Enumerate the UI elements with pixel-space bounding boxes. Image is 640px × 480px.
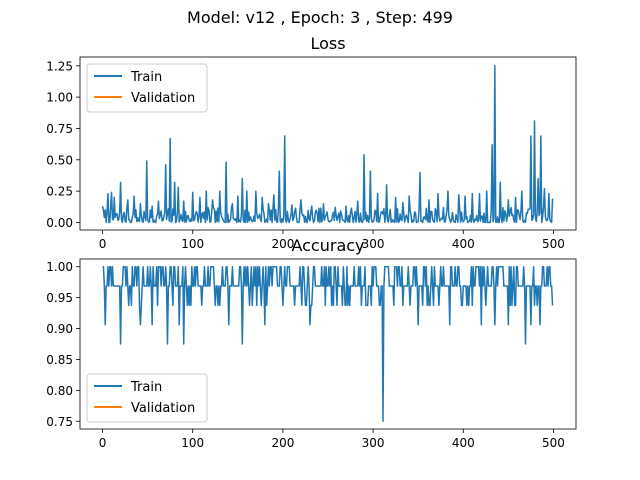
accuracy-x-tick-label: 0 <box>99 436 107 450</box>
accuracy-train-line <box>102 265 554 423</box>
accuracy-y-tick-label: 0.75 <box>46 415 73 429</box>
accuracy-axis-ticks: 0 100 200 300 400 500 0.75 0.80 0.85 0.90 0.95 1.00 <box>46 258 577 450</box>
loss-legend-validation-label: Validation <box>131 91 195 106</box>
loss-y-tick-label: 0.00 <box>46 216 73 230</box>
accuracy-plot-area <box>102 265 554 423</box>
loss-chart: Loss 0 100 200 300 400 500 0.00 0.25 0.50 0.75 1.0… <box>46 34 577 251</box>
accuracy-legend-validation-label: Validation <box>131 401 195 416</box>
loss-axes-frame <box>79 56 577 231</box>
accuracy-axes-frame <box>79 258 577 430</box>
loss-y-tick-label: 1.00 <box>46 91 73 105</box>
figure-suptitle: Model: v12 , Epoch: 3 , Step: 499 <box>187 8 453 27</box>
loss-x-tick-label: 400 <box>452 237 475 251</box>
loss-y-tick-label: 0.25 <box>46 185 73 199</box>
accuracy-chart: Accuracy 0 100 200 300 400 500 0.75 0.80 0.85 0.9… <box>46 236 577 450</box>
loss-x-tick-label: 200 <box>271 237 294 251</box>
accuracy-x-tick-label: 300 <box>362 436 385 450</box>
accuracy-y-tick-label: 0.80 <box>46 384 73 398</box>
loss-legend-train-label: Train <box>130 70 162 85</box>
accuracy-x-tick-label: 500 <box>542 436 565 450</box>
accuracy-x-tick-label: 100 <box>181 436 204 450</box>
accuracy-x-tick-label: 200 <box>271 436 294 450</box>
accuracy-y-tick-label: 0.90 <box>46 322 73 336</box>
loss-legend: Train Validation <box>86 63 208 113</box>
accuracy-y-tick-label: 1.00 <box>46 260 73 274</box>
loss-y-tick-label: 1.25 <box>46 59 73 73</box>
accuracy-x-tick-label: 400 <box>452 436 475 450</box>
loss-train-line <box>101 65 554 224</box>
loss-chart-title: Loss <box>310 34 345 53</box>
loss-axis-ticks: 0 100 200 300 400 500 0.00 0.25 0.50 0.75 1.00 1.25 <box>46 56 577 251</box>
loss-x-tick-label: 0 <box>99 237 107 251</box>
loss-x-tick-label: 500 <box>542 237 565 251</box>
accuracy-chart-title: Accuracy <box>291 236 364 255</box>
accuracy-y-tick-label: 0.95 <box>46 291 73 305</box>
accuracy-legend: Train Validation <box>86 373 208 423</box>
loss-x-tick-label: 100 <box>181 237 204 251</box>
loss-y-tick-label: 0.75 <box>46 122 73 136</box>
accuracy-legend-train-label: Train <box>130 380 162 395</box>
loss-y-tick-label: 0.50 <box>46 153 73 167</box>
loss-x-tick-label: 300 <box>362 237 385 251</box>
loss-plot-area <box>101 65 554 224</box>
accuracy-y-tick-label: 0.85 <box>46 353 73 367</box>
